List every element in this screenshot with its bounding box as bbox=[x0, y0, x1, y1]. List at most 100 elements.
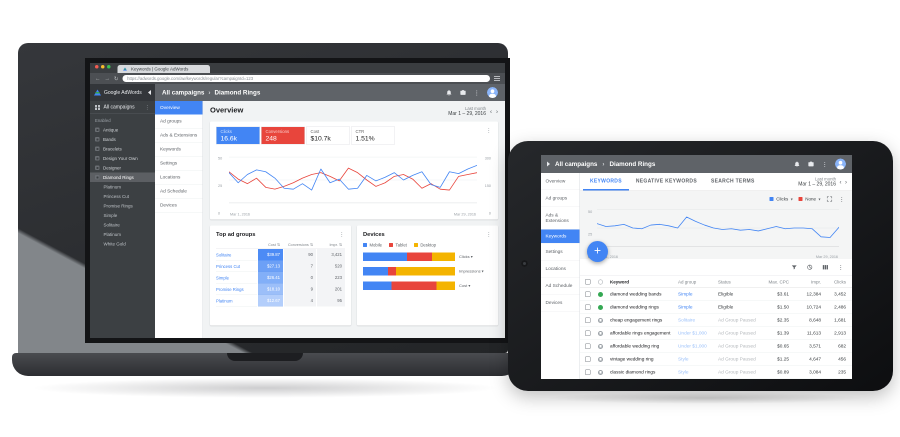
section-nav-item[interactable]: Overview bbox=[155, 101, 203, 115]
sidebar-ad-group-item[interactable]: Princess Cut bbox=[90, 192, 155, 202]
breadcrumb-parent[interactable]: All campaigns bbox=[162, 89, 205, 96]
card-more-icon[interactable]: ⋮ bbox=[485, 230, 493, 239]
ad-group-link[interactable]: Simple bbox=[216, 275, 229, 281]
browser-menu-icon[interactable] bbox=[494, 76, 500, 81]
ad-group-link[interactable]: Under $1,000 bbox=[678, 330, 707, 337]
reload-icon[interactable]: ↻ bbox=[114, 75, 119, 82]
row-checkbox[interactable] bbox=[585, 304, 591, 310]
avatar[interactable] bbox=[835, 158, 846, 170]
sidebar-ad-group-item[interactable]: Promise Rings bbox=[90, 201, 155, 211]
bar-metric-selector[interactable]: Impressions ▾ bbox=[459, 269, 484, 274]
chart-more-icon[interactable]: ⋮ bbox=[485, 126, 493, 135]
sidebar-ad-group-item[interactable]: White Gold bbox=[90, 239, 155, 249]
bar-metric-selector[interactable]: Cost ▾ bbox=[459, 283, 471, 289]
card-more-icon[interactable]: ⋮ bbox=[338, 230, 346, 239]
add-keyword-fab[interactable]: + bbox=[587, 241, 608, 262]
legend-item[interactable]: Tablet bbox=[389, 243, 407, 248]
section-nav-item[interactable]: Ad groups bbox=[541, 190, 580, 207]
row-checkbox[interactable] bbox=[585, 369, 591, 375]
section-nav-item[interactable]: Ads & Extensions bbox=[155, 129, 203, 143]
metric-chip[interactable]: Conversions 248 bbox=[261, 126, 305, 145]
sidebar-campaign-item[interactable]: Antique bbox=[90, 125, 155, 135]
ad-group-link[interactable]: Promise Rings bbox=[216, 286, 244, 292]
section-nav-item[interactable]: Devices bbox=[541, 295, 580, 312]
section-nav-item[interactable]: Ads & Extensions bbox=[541, 207, 580, 230]
avatar[interactable] bbox=[487, 87, 498, 98]
table-more-icon[interactable]: ⋮ bbox=[837, 263, 845, 271]
column-header[interactable]: Clicks bbox=[834, 279, 846, 285]
maximize-window-icon[interactable] bbox=[107, 65, 111, 69]
metric-chip[interactable]: Cost $10.7k bbox=[306, 126, 350, 145]
section-nav-item[interactable]: Locations bbox=[155, 171, 203, 185]
row-checkbox[interactable] bbox=[585, 330, 591, 336]
row-checkbox[interactable] bbox=[585, 356, 591, 362]
notifications-bell-icon[interactable] bbox=[446, 89, 453, 96]
section-nav-item[interactable]: Locations bbox=[541, 261, 580, 278]
segment-icon[interactable] bbox=[807, 264, 814, 271]
ad-group-link[interactable]: Platinum bbox=[216, 298, 233, 304]
sidebar-campaign-item[interactable]: Bands bbox=[90, 135, 155, 145]
filter-icon[interactable] bbox=[791, 264, 798, 271]
section-nav-item[interactable]: Ad Schedule bbox=[541, 278, 580, 295]
sidebar-campaign-item[interactable]: Bracelets bbox=[90, 144, 155, 154]
ad-group-link[interactable]: Style bbox=[678, 356, 689, 363]
tab[interactable]: KEYWORDS bbox=[583, 173, 629, 191]
date-next-icon[interactable]: › bbox=[845, 178, 847, 186]
sidebar-more-icon[interactable]: ⋮ bbox=[144, 104, 151, 111]
column-header[interactable]: Max. CPC bbox=[768, 279, 789, 285]
minimize-window-icon[interactable] bbox=[101, 65, 105, 69]
chart-more-icon[interactable]: ⋮ bbox=[838, 195, 846, 203]
close-window-icon[interactable] bbox=[95, 65, 99, 69]
sidebar-campaign-item[interactable]: Designer bbox=[90, 163, 155, 173]
ad-group-link[interactable]: Under $1,000 bbox=[678, 343, 707, 350]
section-nav-item[interactable]: Settings bbox=[541, 244, 580, 261]
section-nav-item[interactable]: Keywords bbox=[155, 143, 203, 157]
nav-collapse-icon[interactable] bbox=[148, 90, 151, 95]
date-range-value[interactable]: Mar 1 – 29, 2016 bbox=[798, 181, 836, 188]
ad-group-link[interactable]: Simple bbox=[678, 291, 693, 298]
column-header[interactable]: Impr. bbox=[810, 279, 821, 285]
date-next-icon[interactable]: › bbox=[496, 107, 498, 115]
sidebar-item-all-campaigns[interactable]: All campaigns ⋮ bbox=[90, 101, 155, 114]
forward-icon[interactable]: → bbox=[104, 75, 111, 82]
date-range-value[interactable]: Mar 1 – 29, 2016 bbox=[448, 111, 486, 117]
chart-metric-selector[interactable]: Clicks ▾ bbox=[769, 197, 793, 202]
section-nav-item[interactable]: Devices bbox=[155, 199, 203, 213]
column-header[interactable]: Ad group bbox=[678, 279, 697, 285]
select-all-checkbox[interactable] bbox=[585, 279, 591, 285]
tab[interactable]: NEGATIVE KEYWORDS bbox=[635, 178, 697, 184]
legend-item[interactable]: Desktop bbox=[413, 243, 436, 248]
sidebar-ad-group-item[interactable]: Solitaire bbox=[90, 220, 155, 230]
nav-expand-icon[interactable] bbox=[547, 161, 550, 167]
section-nav-item[interactable]: Ad Schedule bbox=[155, 185, 203, 199]
ad-group-link[interactable]: Style bbox=[678, 369, 689, 376]
sidebar-campaign-item[interactable]: Design Your Own bbox=[90, 154, 155, 164]
metric-chip[interactable]: Clicks 16.6k bbox=[216, 126, 260, 145]
section-nav-item[interactable]: Keywords bbox=[541, 229, 580, 244]
notifications-bell-icon[interactable] bbox=[794, 161, 801, 168]
breadcrumb-parent[interactable]: All campaigns bbox=[555, 160, 598, 168]
legend-item[interactable]: Mobile bbox=[363, 243, 382, 248]
more-options-icon[interactable]: ⋮ bbox=[821, 160, 829, 168]
sidebar-ad-group-item[interactable]: Platinum bbox=[90, 182, 155, 192]
row-checkbox[interactable] bbox=[585, 291, 591, 297]
section-nav-item[interactable]: Overview bbox=[541, 173, 580, 190]
ad-group-link[interactable]: Simple bbox=[678, 304, 693, 311]
bar-metric-selector[interactable]: Clicks ▾ bbox=[459, 254, 473, 260]
briefcase-icon[interactable] bbox=[460, 89, 467, 96]
briefcase-icon[interactable] bbox=[808, 161, 815, 168]
date-prev-icon[interactable]: ‹ bbox=[490, 107, 492, 115]
row-checkbox[interactable] bbox=[585, 343, 591, 349]
columns-icon[interactable] bbox=[822, 264, 829, 271]
column-header-cost[interactable]: Cost ⇅ bbox=[268, 242, 280, 248]
sidebar-ad-group-item[interactable]: Platinum bbox=[90, 230, 155, 240]
sidebar-campaign-item[interactable]: Diamond Rings bbox=[90, 172, 155, 182]
address-bar[interactable]: https://adwords.google.com/aw/keywords/r… bbox=[122, 75, 490, 82]
section-nav-item[interactable]: Ad groups bbox=[155, 115, 203, 129]
ad-group-link[interactable]: Solitaire bbox=[678, 317, 696, 324]
ad-group-link[interactable]: Solitaire bbox=[216, 252, 232, 258]
row-checkbox[interactable] bbox=[585, 317, 591, 323]
ad-group-link[interactable]: Princess Cut bbox=[216, 263, 241, 269]
date-prev-icon[interactable]: ‹ bbox=[839, 178, 842, 186]
metric-chip[interactable]: CTR 1.51% bbox=[351, 126, 395, 145]
